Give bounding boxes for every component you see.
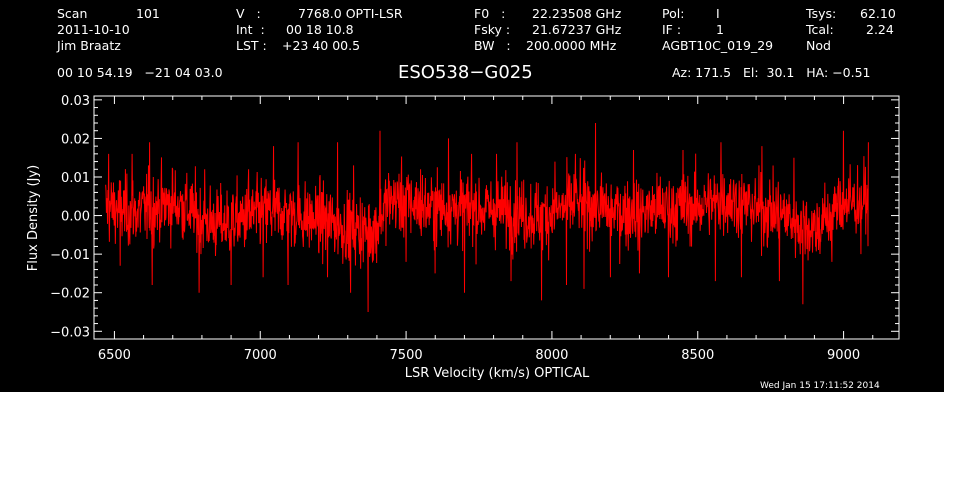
y-tick-label: 0.02 <box>61 132 90 147</box>
tcal-value: 2.24 <box>866 22 894 37</box>
x-tick-label: 7500 <box>390 348 423 363</box>
lst-label: LST : <box>236 38 267 53</box>
x-tick-label: 6500 <box>98 348 131 363</box>
spectrum-layer <box>105 122 869 313</box>
spectrum-series-line <box>105 122 869 313</box>
velocity-label: V : <box>236 6 261 21</box>
polarization-label: Pol: <box>662 6 685 21</box>
y-tick-label: 0.01 <box>61 171 90 186</box>
y-axis-label: Flux Density (Jy) <box>26 165 41 271</box>
x-axis-label: LSR Velocity (km/s) OPTICAL <box>405 366 590 381</box>
x-tick-label: 8000 <box>535 348 568 363</box>
bandwidth-value: 200.0000 MHz <box>526 38 617 53</box>
spectrum-chart: 6500 7000 7500 8000 8500 9000 −0.03 −0.02 −0.01 0… <box>26 94 900 381</box>
source-name: ESO538−G025 <box>398 62 533 83</box>
integration-value: 00 18 10.8 <box>286 22 354 37</box>
scan-value: 101 <box>136 6 160 21</box>
observer-name: Jim Braatz <box>57 38 121 53</box>
if-label: IF : <box>662 22 682 37</box>
switching-mode: Nod <box>806 38 831 53</box>
y-tick-label: 0.00 <box>61 210 90 225</box>
x-tick-label: 7000 <box>244 348 277 363</box>
f0-label: F0 : <box>474 6 506 21</box>
plot-panel: Scan 101 2011-10-10 Jim Braatz V : 7768.… <box>0 0 944 392</box>
fsky-label: Fsky : <box>474 22 511 37</box>
plot-frame <box>93 95 900 340</box>
bandwidth-label: BW : <box>474 38 511 53</box>
f0-value: 22.23508 GHz <box>532 6 622 21</box>
tsys-label: Tsys: <box>806 6 837 21</box>
source-coordinates: 00 10 54.19 −21 04 03.0 <box>57 65 223 80</box>
lst-value: +23 40 00.5 <box>282 38 361 53</box>
y-tick-label: −0.02 <box>50 287 90 302</box>
x-tick-label: 8500 <box>681 348 714 363</box>
y-tick-label: −0.03 <box>50 325 90 340</box>
polarization-value: I <box>716 6 720 21</box>
integration-label: Int : <box>236 22 265 37</box>
y-tick-label: −0.01 <box>50 248 90 263</box>
ticks-layer: 6500 7000 7500 8000 8500 9000 −0.03 −0.02 −0.01 0… <box>50 94 899 363</box>
timestamp: Wed Jan 15 17:11:52 2014 <box>760 381 880 391</box>
velocity-value: 7768.0 OPTI-LSR <box>298 6 403 21</box>
project-id: AGBT10C_019_29 <box>662 38 774 53</box>
tcal-label: Tcal: <box>806 22 834 37</box>
fsky-value: 21.67237 GHz <box>532 22 622 37</box>
az-el-ha-readout: Az: 171.5 El: 30.1 HA: −0.51 <box>672 65 871 80</box>
y-tick-label: 0.03 <box>61 94 90 109</box>
tsys-value: 62.10 <box>860 6 896 21</box>
if-value: 1 <box>716 22 724 37</box>
scan-label: Scan <box>57 6 88 21</box>
observation-date: 2011-10-10 <box>57 22 130 37</box>
x-tick-label: 9000 <box>827 348 860 363</box>
